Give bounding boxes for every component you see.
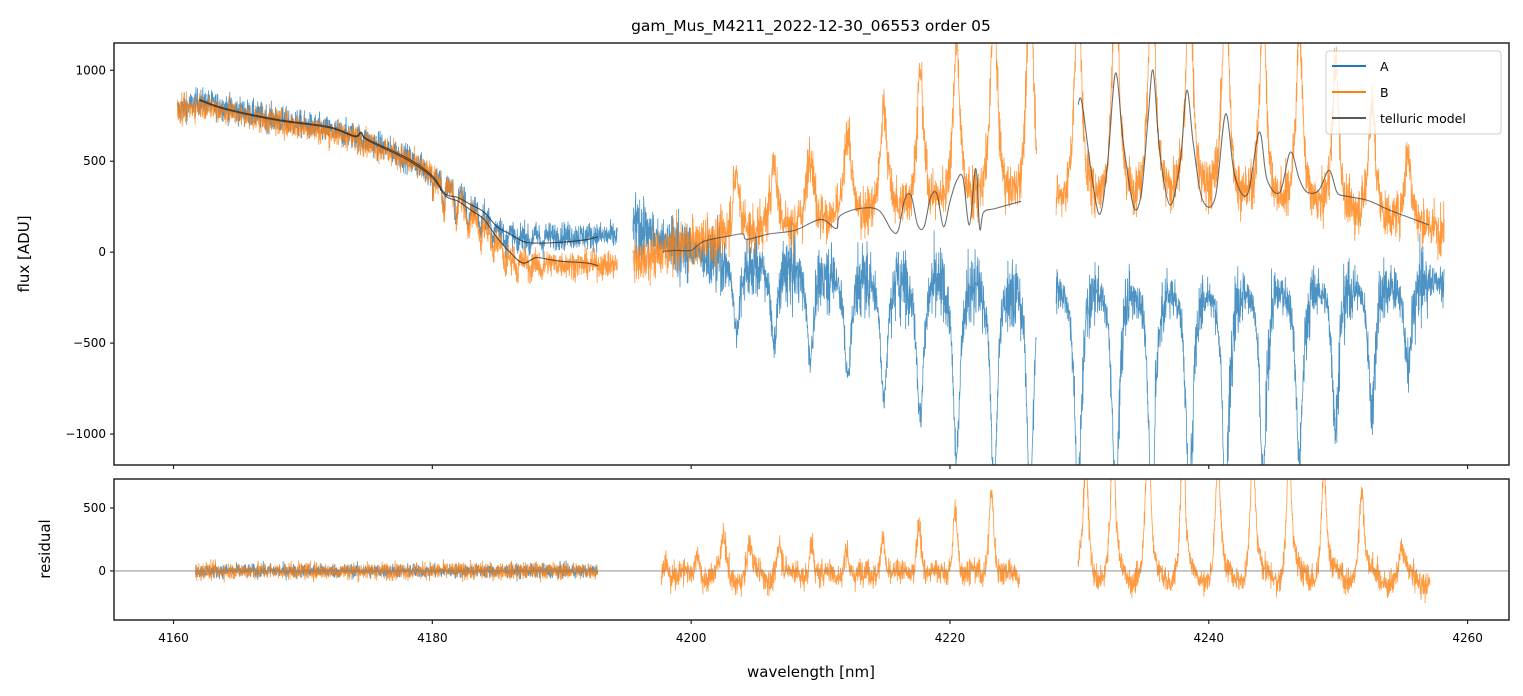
x-tick-label: 4240 [1194, 631, 1225, 645]
flux-x-ticks [172, 465, 1469, 469]
flux-y-ticks: 1000 500 0 −500 −1000 [65, 63, 114, 441]
residual-y-tick-label: 500 [83, 501, 106, 515]
legend-label-a: A [1380, 59, 1389, 74]
x-tick-label: 4200 [676, 631, 707, 645]
telluric-model-line [1077, 69, 1429, 226]
x-axis-label: wavelength [nm] [747, 663, 875, 681]
residual-y-ticks: 500 0 [83, 501, 114, 578]
residual-y-tick-label: 0 [98, 564, 106, 578]
legend-label-b: B [1380, 85, 1389, 100]
flux-panel: 1000 500 0 −500 −1000 flux [ADU] A B telluri… [15, 42, 1510, 469]
x-tick-label: 4260 [1452, 631, 1483, 645]
flux-y-tick-label: 500 [83, 154, 106, 168]
residual-series-layer [114, 479, 1509, 604]
residual-axes-frame [113, 478, 1510, 621]
legend-label-telluric-model: telluric model [1380, 111, 1466, 126]
flux-y-tick-label: −500 [73, 336, 106, 350]
x-tick-label: 4180 [417, 631, 448, 645]
chart-title: gam_Mus_M4211_2022-12-30_06553 order 05 [631, 17, 991, 36]
residual-panel: 500 0 4160 4180 4200 4220 4240 4260 residual w… [36, 478, 1510, 681]
x-tick-label: 4220 [935, 631, 966, 645]
residual-y-axis-label: residual [36, 519, 54, 578]
flux-y-tick-label: 0 [98, 245, 106, 259]
flux-axes-frame [113, 42, 1510, 466]
flux-y-axis-label: flux [ADU] [15, 215, 33, 292]
flux-y-tick-label: −1000 [65, 427, 106, 441]
flux-series-layer [177, 43, 1445, 465]
telluric-model-line [199, 99, 599, 267]
x-tick-label: 4160 [158, 631, 189, 645]
telluric-model-line [199, 98, 599, 244]
legend: A B telluric model [1325, 50, 1502, 135]
residual-x-ticks: 4160 4180 4200 4220 4240 4260 [158, 620, 1483, 645]
flux-y-tick-label: 1000 [75, 63, 106, 77]
telluric-model-line [662, 167, 1022, 252]
legend-frame [1325, 50, 1502, 135]
